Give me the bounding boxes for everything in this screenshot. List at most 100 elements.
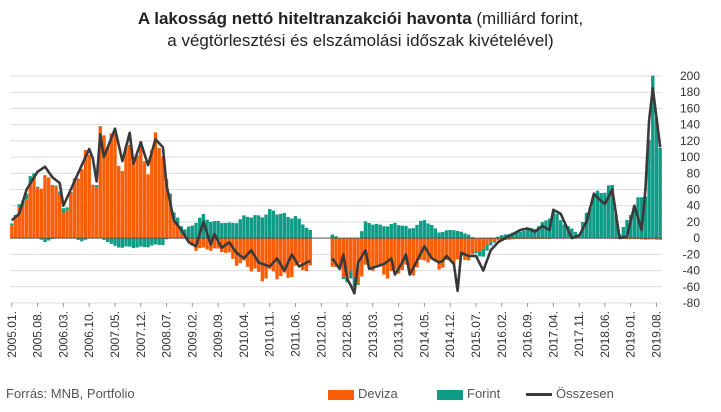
forint-bar xyxy=(573,231,578,239)
forint-bar xyxy=(113,238,117,246)
deviza-bar xyxy=(113,133,117,239)
forint-bar xyxy=(441,231,445,239)
legend-label-deviza: Deviza xyxy=(358,386,398,401)
forint-bar xyxy=(621,227,626,239)
forint-bar xyxy=(268,208,272,239)
deviza-bar xyxy=(35,188,40,239)
forint-bar xyxy=(28,176,32,182)
deviza-bar xyxy=(157,148,161,239)
legend-item-deviza: Deviza xyxy=(328,386,398,401)
y-tick-label: 120 xyxy=(680,134,700,148)
forint-bar xyxy=(492,242,497,243)
forint-bar xyxy=(643,196,648,239)
forint-bar xyxy=(474,251,478,254)
forint-bar xyxy=(297,218,301,239)
forint-bar xyxy=(91,184,95,186)
forint-bar xyxy=(518,231,522,239)
x-tick-label: 2018.06. xyxy=(598,311,612,358)
deviza-bar xyxy=(98,126,102,239)
x-tick-label: 2019.08. xyxy=(649,311,663,358)
deviza-bar xyxy=(444,238,449,260)
forint-bar xyxy=(489,242,493,246)
y-tick-label: 140 xyxy=(680,118,700,132)
x-tick-label: 2006.10. xyxy=(82,311,96,358)
deviza-bar xyxy=(433,238,438,262)
forint-bar xyxy=(540,222,544,239)
forint-bar xyxy=(212,221,217,239)
deviza-bar xyxy=(448,238,452,260)
deviza-bar xyxy=(492,238,497,243)
forint-bar xyxy=(378,224,382,239)
forint-bar xyxy=(135,238,139,248)
deviza-bar xyxy=(153,132,158,239)
forint-bar xyxy=(525,228,530,239)
deviza-bar xyxy=(330,238,335,267)
deviza-bar xyxy=(87,154,91,239)
forint-bar xyxy=(39,238,44,240)
deviza-bar xyxy=(50,184,55,239)
forint-bar xyxy=(654,118,659,239)
deviza-bar xyxy=(286,238,290,278)
forint-bar xyxy=(551,212,556,239)
forint-bar xyxy=(385,226,390,239)
forint-bar xyxy=(271,210,276,239)
deviza-bar xyxy=(116,165,121,239)
y-tick-label: 100 xyxy=(680,150,700,164)
forint-bar xyxy=(190,225,195,239)
forint-bar xyxy=(120,238,125,248)
forint-bar xyxy=(168,193,172,198)
forint-bar xyxy=(536,226,541,239)
deviza-bar xyxy=(651,238,655,240)
deviza-bar xyxy=(80,169,84,239)
forint-bar xyxy=(216,220,220,239)
x-tick-label: 2009.02. xyxy=(185,311,199,358)
legend-swatch-deviza xyxy=(328,389,354,400)
forint-bar xyxy=(407,228,412,239)
forint-bar xyxy=(485,244,489,251)
deviza-bar xyxy=(389,238,393,272)
deviza-bar xyxy=(161,156,165,239)
deviza-bar xyxy=(120,171,125,239)
x-tick-label: 2019.01. xyxy=(624,311,638,358)
deviza-bar xyxy=(142,161,147,239)
forint-bar xyxy=(514,231,519,239)
forint-bar xyxy=(146,238,150,248)
forint-bar xyxy=(411,228,416,239)
deviza-bar xyxy=(150,149,154,239)
deviza-bar xyxy=(65,210,69,239)
deviza-bar xyxy=(474,238,478,252)
deviza-bar xyxy=(367,238,371,268)
forint-bar xyxy=(448,229,452,239)
deviza-bar xyxy=(164,179,169,239)
deviza-bar xyxy=(643,238,648,240)
deviza-bar xyxy=(334,238,338,268)
deviza-bar xyxy=(455,238,460,260)
forint-bar xyxy=(360,231,364,239)
deviza-bar xyxy=(271,238,276,272)
forint-bar xyxy=(426,223,430,239)
legend-item-osszesen: Összesen xyxy=(526,386,614,401)
forint-bar xyxy=(105,238,110,243)
deviza-bar xyxy=(32,176,36,239)
deviza-bar xyxy=(407,238,412,272)
forint-bar xyxy=(194,222,198,239)
forint-bar xyxy=(559,220,563,239)
deviza-bar xyxy=(654,238,659,240)
forint-bar xyxy=(157,238,161,245)
deviza-bar xyxy=(135,155,139,239)
forint-bar xyxy=(164,238,169,240)
forint-bar xyxy=(625,220,629,239)
forint-bar xyxy=(588,207,592,239)
y-tick-label: 180 xyxy=(680,85,700,99)
forint-bar xyxy=(533,228,537,239)
x-tick-label: 2016.09. xyxy=(521,311,535,358)
deviza-bar xyxy=(43,175,47,239)
deviza-bar xyxy=(72,178,77,239)
x-tick-label: 2016.02. xyxy=(495,311,509,358)
forint-bar xyxy=(153,238,158,245)
deviza-bar xyxy=(628,238,633,240)
deviza-bar xyxy=(205,238,209,250)
forint-bar xyxy=(61,208,66,213)
deviza-bar xyxy=(452,238,456,264)
